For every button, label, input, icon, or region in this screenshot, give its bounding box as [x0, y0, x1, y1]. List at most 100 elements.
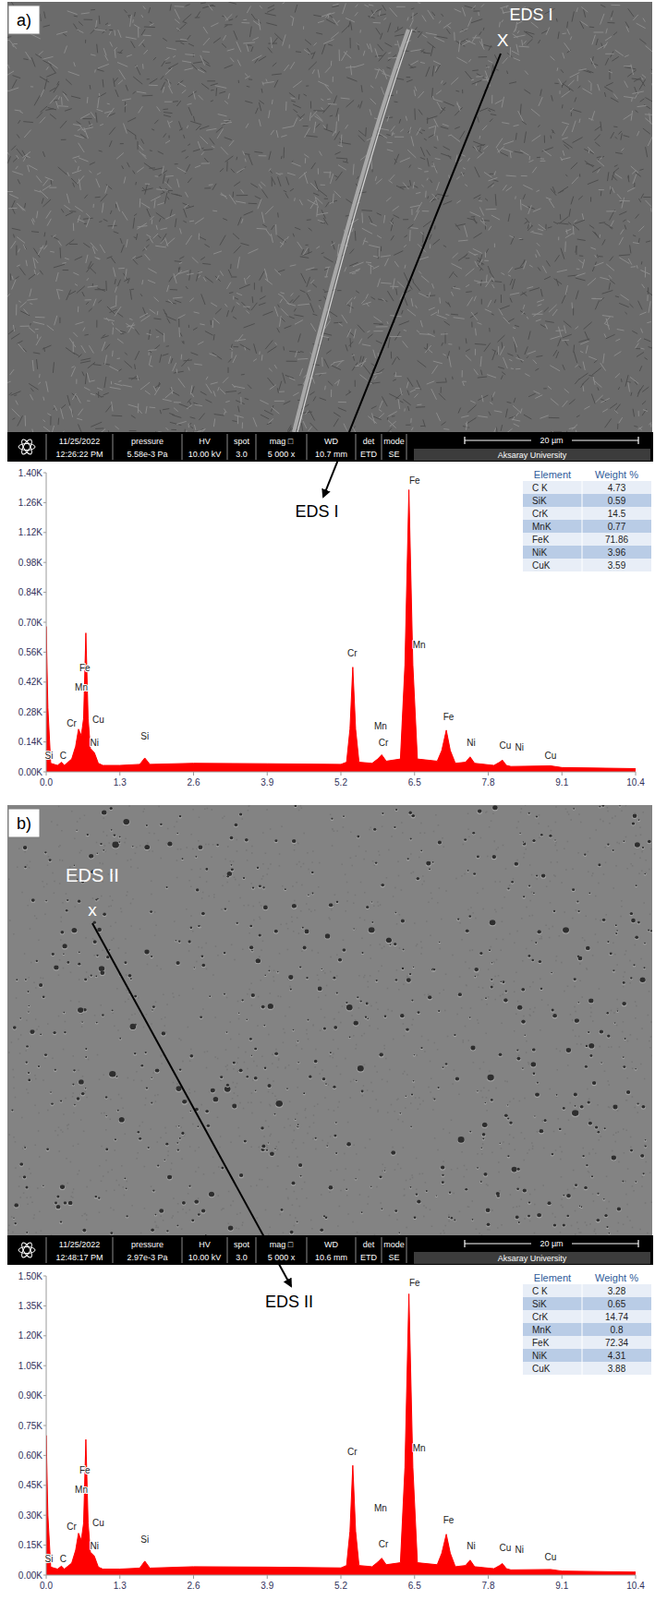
pit	[179, 815, 182, 818]
pit	[622, 840, 625, 843]
pit	[530, 1062, 536, 1068]
pit-rim	[534, 942, 538, 946]
pit	[114, 1139, 117, 1141]
table-row-ground	[522, 545, 652, 559]
pit	[354, 1178, 357, 1180]
y-tick-label: 1.26K	[18, 497, 43, 509]
pit	[72, 1069, 76, 1072]
pit	[140, 1065, 144, 1068]
pit-rim	[576, 901, 580, 905]
pit-rim	[612, 1105, 619, 1112]
pit	[230, 864, 233, 867]
pit-rim	[274, 1053, 279, 1058]
pit-rim	[55, 1205, 61, 1211]
pit-rim	[24, 1062, 28, 1066]
pit-rim	[341, 948, 347, 954]
pit	[511, 1167, 518, 1174]
pit	[73, 1104, 76, 1107]
pit-rim	[634, 936, 640, 941]
peak-label: Cu	[499, 1543, 512, 1554]
pit-rim	[603, 1128, 607, 1131]
pit-rim	[125, 1215, 129, 1219]
pit	[361, 1212, 364, 1214]
pit	[566, 1194, 571, 1199]
pit-rim	[614, 924, 618, 928]
pit	[258, 885, 262, 888]
pit-rim	[530, 1062, 537, 1068]
pit	[82, 1229, 86, 1234]
pit	[76, 1097, 81, 1101]
pit	[535, 874, 538, 877]
pit-rim	[163, 1160, 167, 1164]
pit	[234, 824, 239, 827]
pit	[428, 868, 431, 871]
pit-rim	[383, 1170, 387, 1174]
table-row-ground	[522, 481, 652, 495]
pit	[463, 838, 467, 842]
pit-rim	[109, 807, 113, 812]
pit-rim	[181, 858, 184, 862]
pit-rim	[365, 906, 370, 910]
pit-rim	[587, 1031, 591, 1035]
pit	[476, 1091, 479, 1093]
pit-rim	[433, 1099, 437, 1103]
pit	[249, 946, 254, 950]
pit	[376, 980, 378, 983]
x-tick	[487, 772, 489, 777]
table-divider	[582, 533, 583, 546]
pit-rim	[97, 1198, 101, 1201]
peak-label: Si	[45, 751, 54, 762]
pit	[458, 993, 462, 997]
pit	[412, 967, 415, 969]
pit-rim	[369, 1187, 373, 1190]
field-value: 10.00 kV	[188, 449, 222, 460]
pit-rim	[250, 1055, 254, 1058]
pit-rim	[327, 1186, 334, 1191]
pit	[60, 1100, 62, 1103]
pit	[38, 983, 43, 988]
pit-rim	[337, 958, 342, 964]
pit-rim	[596, 1131, 601, 1135]
pit	[23, 1176, 27, 1179]
pit-rim	[420, 850, 424, 854]
pit-rim	[189, 1055, 195, 1059]
pit	[574, 1105, 577, 1108]
pit-rim	[257, 885, 262, 890]
pit	[258, 934, 262, 938]
pit-rim	[60, 1101, 63, 1104]
pit	[304, 930, 310, 935]
pit-rim	[266, 1084, 272, 1090]
pit	[291, 904, 297, 910]
pit-rim	[291, 904, 297, 910]
pit-rim	[25, 1045, 30, 1049]
x-tick-label: 3.9	[260, 777, 274, 789]
pit	[486, 1224, 491, 1227]
pit	[603, 1199, 606, 1201]
pit-rim	[205, 1110, 210, 1115]
pit	[230, 868, 234, 872]
pit	[411, 1094, 413, 1097]
peak-label: Mn	[412, 1443, 426, 1455]
pit	[119, 1117, 125, 1124]
pit	[440, 1166, 445, 1171]
pit	[416, 1200, 421, 1204]
pit-rim	[405, 978, 412, 984]
pit-rim	[49, 1091, 53, 1095]
table-divider	[582, 520, 583, 534]
pit	[611, 1156, 617, 1162]
pit	[647, 930, 650, 933]
cell-divider	[46, 434, 48, 461]
pit	[592, 1081, 596, 1086]
pit	[63, 1031, 66, 1034]
pit	[604, 1214, 608, 1218]
field-name: mode	[383, 1240, 405, 1250]
pit	[113, 834, 117, 837]
pit	[630, 1150, 633, 1153]
pit-rim	[441, 1175, 446, 1178]
pit	[445, 1063, 449, 1066]
pit	[266, 1084, 271, 1089]
pit	[149, 910, 153, 914]
pit-rim	[242, 877, 245, 881]
pit-rim	[273, 1114, 277, 1117]
pit	[328, 903, 334, 908]
